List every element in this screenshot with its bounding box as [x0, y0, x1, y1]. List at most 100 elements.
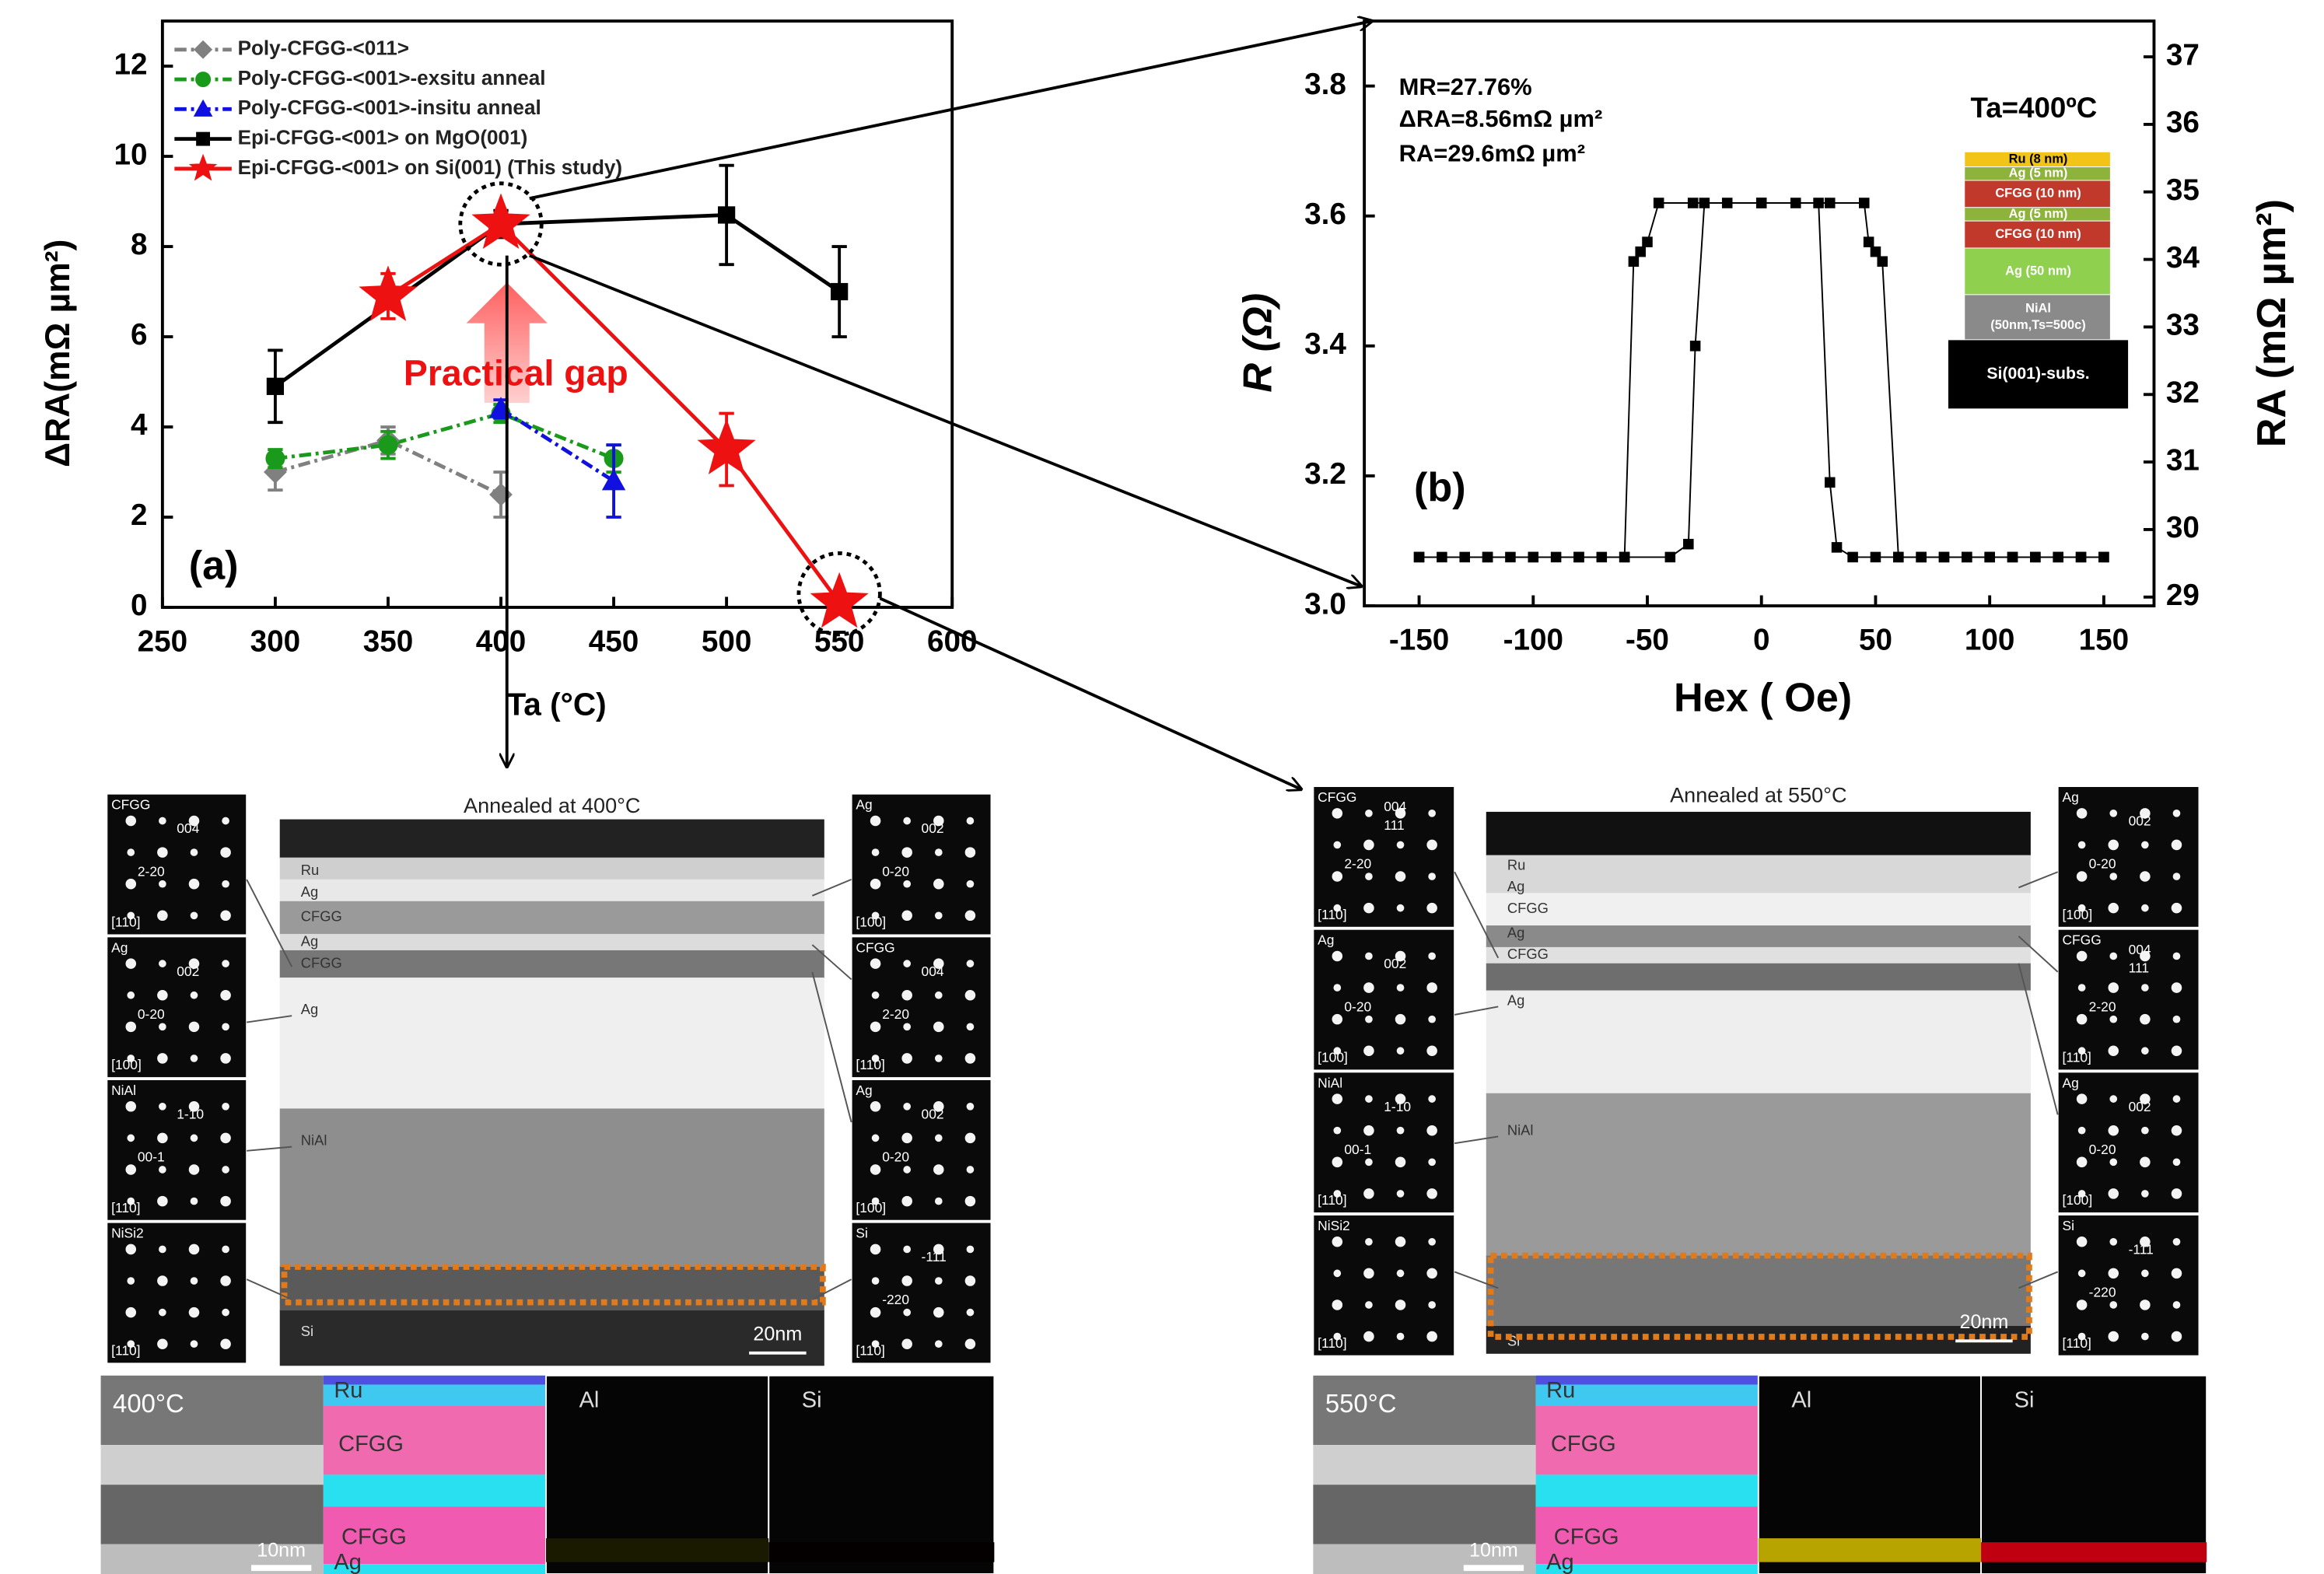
diffraction-spot: [220, 989, 231, 1001]
highlight-box: [281, 1264, 826, 1306]
x-tick-label: -50: [1626, 624, 1669, 657]
diffraction-spot: [220, 1053, 231, 1064]
diffraction-spot: [159, 1166, 166, 1174]
diffraction-spot: [1333, 1190, 1342, 1198]
spot-label: 111: [1384, 817, 1404, 833]
diffraction-spot: [964, 910, 976, 922]
diffraction-spot: [903, 1102, 912, 1111]
diffraction-spot: [127, 848, 135, 856]
marker: [810, 572, 869, 628]
diffraction-spot: [1428, 1095, 1436, 1103]
spot-label: 002: [2129, 813, 2151, 829]
stack-label: Ag (50 nm): [2005, 264, 2071, 278]
eds-map: [323, 1474, 547, 1507]
spot-label: 004: [2129, 942, 2151, 957]
spot-label: 002: [922, 820, 944, 836]
diffraction-spot: [2171, 1331, 2182, 1342]
stack-label: CFGG (10 nm): [1995, 227, 2081, 241]
diffraction-spot: [870, 958, 881, 969]
tem-layer: [1486, 925, 2031, 948]
diffraction-spot: [1365, 1237, 1373, 1246]
diffraction-spot: [2141, 904, 2149, 912]
diffraction-spot: [159, 1023, 166, 1031]
diffraction-spot: [2108, 1268, 2119, 1279]
diffraction-spot: [125, 1164, 137, 1175]
diffraction-spot: [188, 878, 200, 890]
stack-layer: [1948, 339, 2130, 410]
marker: [265, 449, 285, 469]
spot-label: 00-1: [1344, 1142, 1371, 1157]
marker: [195, 72, 212, 88]
diffraction-spot: [2140, 1299, 2151, 1310]
phase-label: Ag: [1318, 932, 1334, 948]
diffraction-spot: [188, 815, 200, 827]
diffraction-spot: [1395, 950, 1406, 962]
layer-label: Ag: [301, 932, 318, 949]
y-tick-label: 12: [114, 47, 148, 81]
layer-label: Ag: [1507, 924, 1524, 940]
diffraction-spot: [966, 817, 975, 825]
diffraction-spot: [1395, 1236, 1406, 1247]
zone-label: [100]: [111, 1057, 142, 1072]
diffraction-spot: [159, 1308, 166, 1317]
phase-label: NiAl: [1318, 1075, 1342, 1090]
scale-label: 20nm: [1959, 1311, 2008, 1333]
stack-label: Ag (5 nm): [2009, 207, 2068, 221]
eds-label: Ru: [334, 1378, 362, 1403]
annotation: Ta=400ºC: [1971, 92, 2098, 124]
connector: [1454, 1006, 1499, 1016]
arrow: [879, 596, 1301, 789]
diffraction-spot: [190, 1277, 198, 1285]
diffraction-spot: [1365, 1158, 1373, 1167]
diffraction-spot: [125, 958, 137, 969]
y2-tick-label: 37: [2166, 38, 2200, 72]
diffraction-spot: [2140, 1093, 2151, 1104]
diffraction-spot: [964, 1053, 976, 1064]
eds-temp: 550°C: [1325, 1389, 1397, 1418]
diffraction-spot: [1365, 1301, 1373, 1309]
zone-label: [110]: [856, 1057, 884, 1072]
diffraction-spot: [1395, 1299, 1406, 1310]
panel-label: (a): [189, 544, 239, 589]
diffraction-spot: [2076, 1156, 2088, 1168]
tem-layer: [279, 819, 824, 859]
diffraction-spot: [220, 1275, 231, 1286]
eds-haadf: [1313, 1375, 1536, 1446]
connector: [2018, 963, 2059, 1115]
diffraction-spot: [1365, 1015, 1373, 1023]
diffraction-spot: [870, 1021, 881, 1033]
marker: [1824, 198, 1836, 208]
highlight: [796, 551, 882, 637]
marker: [1528, 551, 1539, 563]
diffraction-spot: [1426, 1331, 1437, 1342]
diffraction-spot: [1428, 1301, 1436, 1309]
spot-label: -111: [2129, 1241, 2154, 1257]
x-tick-label: 150: [2079, 624, 2130, 657]
marker: [378, 435, 398, 455]
diffraction-spot: [933, 815, 944, 827]
zone-label: [100]: [2062, 1192, 2092, 1208]
zone-label: [110]: [1318, 1335, 1346, 1351]
spot-label: 00-1: [138, 1149, 165, 1165]
layer-label: NiAl: [301, 1132, 327, 1148]
diffraction-spot: [964, 847, 976, 858]
y2-tick-label: 33: [2166, 309, 2200, 342]
phase-label: NiSi2: [111, 1226, 144, 1241]
spot-label: 002: [1384, 956, 1406, 971]
diffraction-spot: [2076, 950, 2088, 962]
tem-layer: [279, 1108, 824, 1268]
phase-label: NiSi2: [1318, 1218, 1350, 1233]
diffraction-spot: [188, 958, 200, 969]
diffraction-spot: [2109, 873, 2118, 880]
y-tick-label: 3.0: [1304, 587, 1346, 621]
marker: [1870, 246, 1881, 257]
x-tick-label: 500: [702, 625, 752, 659]
diffraction-spot: [2172, 1158, 2181, 1167]
arrow: [529, 254, 1361, 586]
y-tick-label: 3.6: [1304, 198, 1346, 231]
phase-label: Ag: [2062, 789, 2078, 805]
x-axis-label: Ta (°C): [506, 686, 606, 722]
marker: [1642, 236, 1653, 247]
diffraction-spot: [1396, 1269, 1405, 1278]
